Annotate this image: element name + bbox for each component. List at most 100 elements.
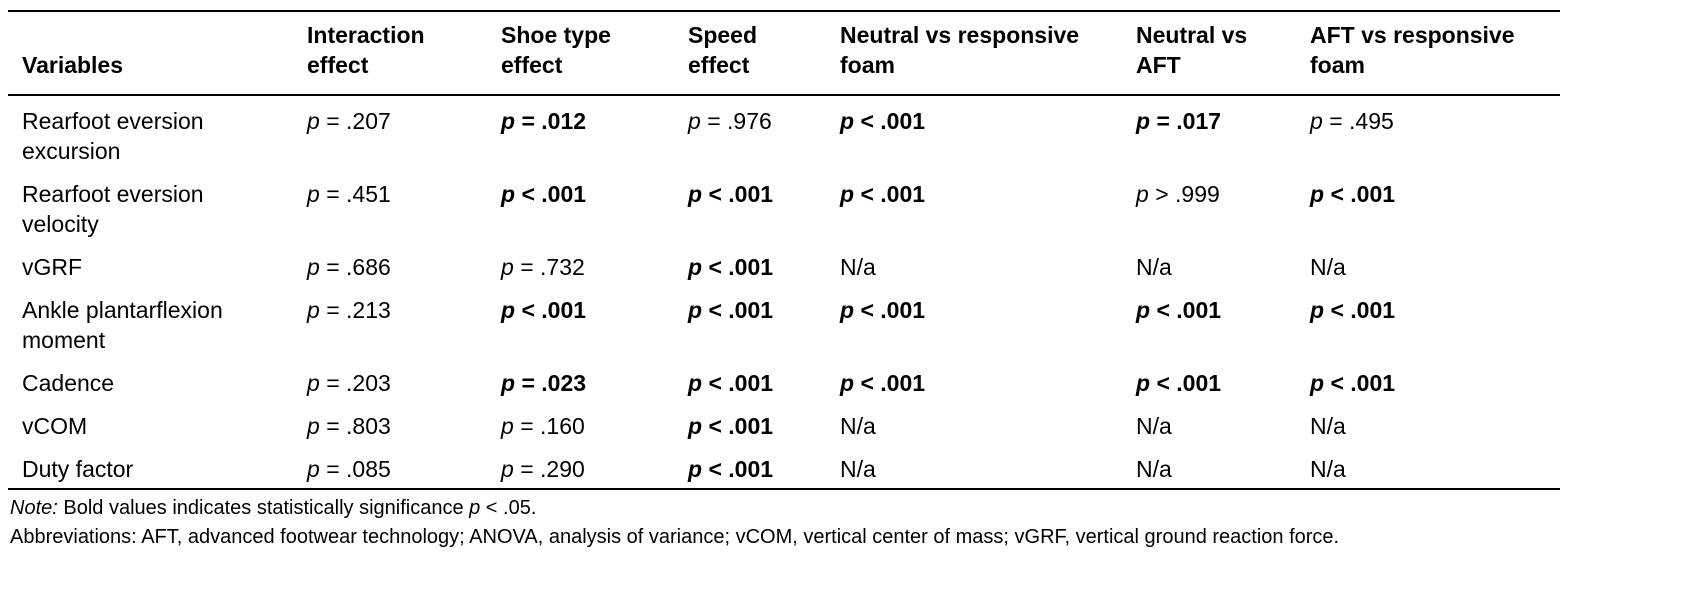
p-symbol: p <box>307 370 320 396</box>
table-row: Rearfoot eversion excursion p = .207 p = .… <box>8 95 1560 170</box>
comparison-operator: = <box>326 456 340 482</box>
p-symbol: p <box>1136 370 1151 396</box>
p-value-cell: p = .017 <box>1122 95 1296 170</box>
comparison-operator: = <box>326 181 340 207</box>
p-value: .290 <box>540 456 585 482</box>
table-row: vGRF p = .686 p = .732 p < .001 N/a N/a N/a <box>8 243 1560 286</box>
comparison-operator: < <box>860 370 874 396</box>
p-value-cell: p < .001 <box>674 402 826 445</box>
p-value-cell: p < .001 <box>1122 286 1296 359</box>
table-note: Note: Bold values indicates statisticall… <box>8 494 1560 523</box>
p-value-cell: p = .023 <box>487 359 674 402</box>
comparison-operator: < <box>860 181 874 207</box>
p-value: .001 <box>728 297 774 323</box>
comparison-operator: < <box>521 297 535 323</box>
note-text-after: < .05. <box>480 497 537 519</box>
p-symbol: p <box>307 108 320 134</box>
p-value-cell: p < .001 <box>674 445 826 489</box>
comparison-operator: < <box>708 181 722 207</box>
column-header: Neutral vs AFT <box>1136 22 1248 78</box>
not-applicable-text: N/a <box>1310 413 1346 439</box>
variable-cell: vCOM <box>22 413 88 439</box>
p-value: .001 <box>541 297 587 323</box>
p-value: .803 <box>346 413 391 439</box>
comparison-operator: = <box>326 108 340 134</box>
not-applicable-text: N/a <box>1136 413 1172 439</box>
p-value: .001 <box>728 181 774 207</box>
p-value-cell: p = .976 <box>674 95 826 170</box>
p-value: .001 <box>1176 297 1222 323</box>
p-symbol: p <box>688 181 703 207</box>
p-value-cell: N/a <box>826 243 1122 286</box>
comparison-operator: = <box>326 413 340 439</box>
p-value: .012 <box>541 108 587 134</box>
column-header: Neutral vs responsive foam <box>840 22 1080 78</box>
p-value: .001 <box>1350 297 1396 323</box>
comparison-operator: < <box>860 108 874 134</box>
note-label: Note: <box>10 497 58 519</box>
p-symbol: p <box>1136 108 1151 134</box>
p-value-cell: p = .290 <box>487 445 674 489</box>
p-value-cell: p < .001 <box>826 286 1122 359</box>
p-value: .001 <box>728 254 774 280</box>
p-value-cell: p < .001 <box>1122 359 1296 402</box>
p-value: .686 <box>346 254 391 280</box>
p-symbol: p <box>1136 181 1149 207</box>
p-values-table: Variables Interaction effect Shoe type eff… <box>8 10 1560 490</box>
variable-cell: vGRF <box>22 254 83 280</box>
comparison-operator: = <box>521 108 535 134</box>
results-table-container: Variables Interaction effect Shoe type eff… <box>8 10 1560 552</box>
comparison-operator: = <box>1329 108 1343 134</box>
table-row: vCOM p = .803 p = .160 p < .001 N/a N/a N/a <box>8 402 1560 445</box>
comparison-operator: < <box>708 370 722 396</box>
p-value: .001 <box>1350 181 1396 207</box>
p-value: .976 <box>727 108 772 134</box>
p-symbol: p <box>501 254 514 280</box>
p-value: .001 <box>728 456 774 482</box>
p-value: .495 <box>1349 108 1394 134</box>
table-row: Rearfoot eversion velocity p = .451 p < .0… <box>8 170 1560 243</box>
p-symbol: p <box>501 108 516 134</box>
p-value: .001 <box>880 108 926 134</box>
comparison-operator: < <box>1156 370 1170 396</box>
p-symbol: p <box>688 456 703 482</box>
variable-cell: Rearfoot eversion velocity <box>22 181 204 237</box>
table-body: Rearfoot eversion excursion p = .207 p = .… <box>8 95 1560 489</box>
comparison-operator: < <box>1330 181 1344 207</box>
p-value: .732 <box>540 254 585 280</box>
table-row: Cadence p = .203 p = .023 p < .001 p < .001 p… <box>8 359 1560 402</box>
p-value-cell: N/a <box>1122 445 1296 489</box>
p-symbol: p <box>501 181 516 207</box>
p-symbol: p <box>688 370 703 396</box>
comparison-operator: < <box>1156 297 1170 323</box>
table-row: Duty factor p = .085 p = .290 p < .001 N/a N/… <box>8 445 1560 489</box>
comparison-operator: < <box>860 297 874 323</box>
p-symbol: p <box>1310 181 1325 207</box>
p-value-cell: p < .001 <box>487 170 674 243</box>
comparison-operator: = <box>326 370 340 396</box>
variable-cell: Duty factor <box>22 456 134 482</box>
note-text-before: Bold values indicates statistically sign… <box>57 497 470 519</box>
p-symbol: p <box>688 254 703 280</box>
comparison-operator: < <box>708 413 722 439</box>
column-header: AFT vs responsive foam <box>1310 22 1515 78</box>
p-symbol: p <box>840 297 855 323</box>
p-symbol: p <box>840 108 855 134</box>
not-applicable-text: N/a <box>1310 254 1346 280</box>
p-value-cell: p = .203 <box>293 359 487 402</box>
comparison-operator: < <box>708 297 722 323</box>
p-symbol: p <box>1310 370 1325 396</box>
not-applicable-text: N/a <box>840 413 876 439</box>
p-value-cell: p = .732 <box>487 243 674 286</box>
p-symbol: p <box>1310 297 1325 323</box>
comparison-operator: = <box>520 413 534 439</box>
comparison-operator: = <box>520 254 534 280</box>
p-value-cell: p < .001 <box>1296 359 1560 402</box>
p-value-cell: N/a <box>1296 402 1560 445</box>
p-symbol: p <box>501 413 514 439</box>
comparison-operator: = <box>326 254 340 280</box>
p-symbol: p <box>1310 108 1323 134</box>
p-value: .203 <box>346 370 391 396</box>
table-row: Ankle plantarflexion moment p = .213 p < .… <box>8 286 1560 359</box>
p-value: .017 <box>1176 108 1222 134</box>
